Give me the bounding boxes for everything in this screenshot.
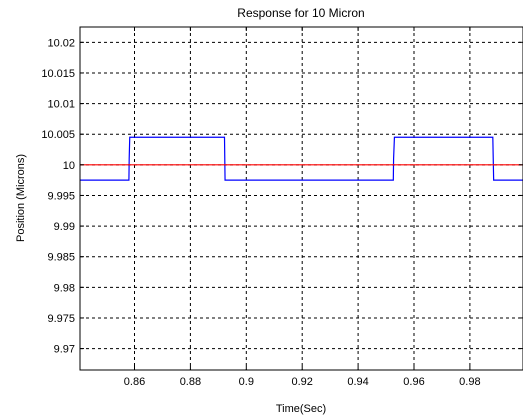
plot-frame bbox=[79, 26, 523, 371]
chart-title: Response for 10 Micron bbox=[237, 6, 364, 20]
y-axis-label: Position (Microns) bbox=[15, 154, 27, 242]
x-tick-label: 0.94 bbox=[347, 376, 368, 388]
y-tick-label: 9.98 bbox=[54, 282, 75, 294]
y-tick-label: 9.975 bbox=[47, 313, 75, 325]
x-tick-label: 0.86 bbox=[124, 376, 145, 388]
x-tick-label: 0.98 bbox=[459, 376, 480, 388]
y-tick-label: 10.015 bbox=[41, 68, 75, 80]
series-layer bbox=[80, 136, 523, 181]
y-tick-label: 10.02 bbox=[47, 37, 75, 49]
y-tick-label: 9.995 bbox=[47, 190, 75, 202]
x-axis-ticks: 0.86 0.88 0.9 0.92 0.94 0.96 0.98 bbox=[124, 27, 481, 388]
x-tick-label: 0.9 bbox=[239, 376, 254, 388]
x-axis-label: Time(Sec) bbox=[276, 403, 326, 415]
y-tick-label: 10 bbox=[63, 160, 75, 172]
series-line-1 bbox=[80, 136, 523, 181]
y-tick-label: 10.005 bbox=[41, 129, 75, 141]
y-tick-label: 10.01 bbox=[47, 99, 75, 111]
x-tick-label: 0.92 bbox=[291, 376, 312, 388]
x-tick-label: 0.96 bbox=[403, 376, 424, 388]
grid bbox=[80, 27, 523, 370]
y-axis-ticks: 9.97 9.975 9.98 9.985 9.99 9.995 10 10.005 10.01… bbox=[41, 37, 523, 356]
y-tick-label: 9.97 bbox=[54, 344, 75, 356]
x-tick-label: 0.88 bbox=[180, 376, 201, 388]
y-tick-label: 9.985 bbox=[47, 252, 75, 264]
y-tick-label: 9.99 bbox=[54, 221, 75, 233]
